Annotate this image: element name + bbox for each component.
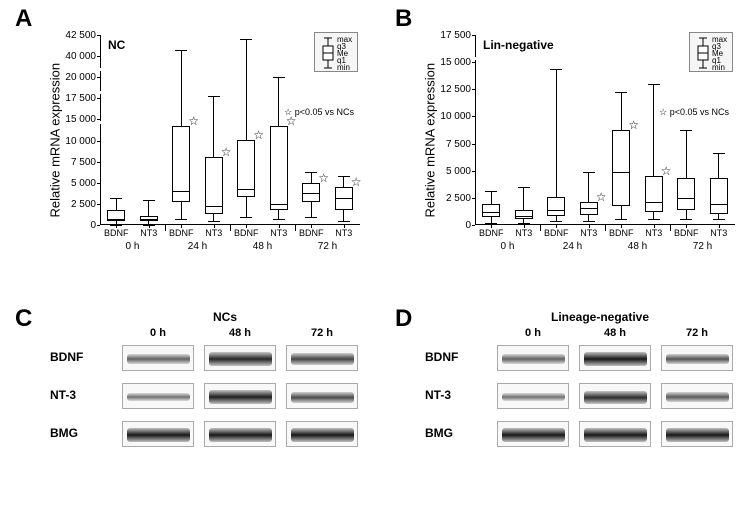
gel-row-label: BDNF xyxy=(50,350,110,364)
x-tick-label: NT3 xyxy=(702,228,736,238)
x-tick-label: BDNF xyxy=(294,228,328,238)
boxplot-legend: max q3 Me q1 min xyxy=(314,32,358,72)
boxplot-box xyxy=(270,126,288,210)
boxplot-box xyxy=(710,178,728,214)
gel-lane xyxy=(204,421,276,447)
gel-lane xyxy=(286,421,358,447)
boxplot-box xyxy=(612,130,630,206)
gel-lane xyxy=(497,345,569,371)
panel-a-label: A xyxy=(15,5,32,33)
y-tick-label: 0 xyxy=(431,220,471,231)
y-tick-label: 0 xyxy=(56,220,96,231)
x-tick-label: NT3 xyxy=(507,228,541,238)
x-tick-label: NT3 xyxy=(572,228,606,238)
x-group-label: 24 h xyxy=(553,241,593,252)
x-group-label: 0 h xyxy=(488,241,528,252)
x-group-label: 48 h xyxy=(243,241,283,252)
boxplot-box xyxy=(677,178,695,210)
significance-star: ☆ xyxy=(351,175,362,189)
x-tick-label: BDNF xyxy=(669,228,703,238)
gel-time-label: 48 h xyxy=(204,327,276,339)
chart-b-ylabel: Relative mRNA expression xyxy=(423,38,438,218)
chart-b: Lin-negative 02 5005 0007 50010 00012 50… xyxy=(435,30,735,255)
chart-b-subtitle: Lin-negative xyxy=(483,38,554,52)
gel-lane xyxy=(579,421,651,447)
gel-lane xyxy=(579,345,651,371)
panel-d-title: Lineage-negative xyxy=(520,310,680,324)
x-group-label: 72 h xyxy=(308,241,348,252)
gel-lane xyxy=(122,383,194,409)
gel-time-label: 48 h xyxy=(579,327,651,339)
x-tick-label: NT3 xyxy=(262,228,296,238)
x-tick-label: BDNF xyxy=(539,228,573,238)
gel-lane xyxy=(122,345,194,371)
panel-c-title: NCs xyxy=(150,310,300,324)
panel-d-label: D xyxy=(395,305,412,333)
gel-time-label: 0 h xyxy=(122,327,194,339)
significance-star: ☆ xyxy=(661,164,672,178)
gel-row-label: BMG xyxy=(50,426,110,440)
chart-a-ylabel: Relative mRNA expression xyxy=(48,38,63,218)
significance-star: ☆ xyxy=(221,145,232,159)
x-group-label: 72 h xyxy=(683,241,723,252)
gel-row-label: BMG xyxy=(425,426,485,440)
gel-lane xyxy=(204,383,276,409)
significance-star: ☆ xyxy=(628,118,639,132)
x-tick-label: BDNF xyxy=(604,228,638,238)
gel-lane xyxy=(579,383,651,409)
gel-row-label: NT-3 xyxy=(425,388,485,402)
x-tick-label: NT3 xyxy=(327,228,361,238)
significance-star: ☆ xyxy=(253,128,264,142)
gel-lane xyxy=(286,345,358,371)
p-note: ☆ p<0.05 vs NCs xyxy=(284,107,354,118)
gel-lane xyxy=(661,383,733,409)
x-tick-label: BDNF xyxy=(99,228,133,238)
gel-c: 0 h 48 h 72 h BDNF NT-3 BMG xyxy=(50,325,360,505)
significance-star: ☆ xyxy=(318,171,329,185)
boxplot-legend: max q3 Me q1 min xyxy=(689,32,733,72)
significance-star: ☆ xyxy=(188,114,199,128)
gel-row-label: BDNF xyxy=(425,350,485,364)
panel-c-label: C xyxy=(15,305,32,333)
boxplot-box xyxy=(645,176,663,212)
gel-d: 0 h 48 h 72 h BDNF NT-3 BMG xyxy=(425,325,735,505)
gel-lane xyxy=(286,383,358,409)
gel-lane xyxy=(661,345,733,371)
x-group-label: 24 h xyxy=(178,241,218,252)
x-tick-label: BDNF xyxy=(164,228,198,238)
panel-b-label: B xyxy=(395,5,412,33)
chart-a-subtitle: NC xyxy=(108,38,125,52)
x-tick-label: BDNF xyxy=(229,228,263,238)
gel-time-label: 72 h xyxy=(286,327,358,339)
gel-lane xyxy=(497,383,569,409)
gel-lane xyxy=(122,421,194,447)
significance-star: ☆ xyxy=(596,190,607,204)
gel-lane xyxy=(204,345,276,371)
gel-lane xyxy=(661,421,733,447)
x-group-label: 48 h xyxy=(618,241,658,252)
x-group-label: 0 h xyxy=(113,241,153,252)
x-tick-label: NT3 xyxy=(132,228,166,238)
gel-time-label: 72 h xyxy=(661,327,733,339)
gel-time-label: 0 h xyxy=(497,327,569,339)
x-tick-label: BDNF xyxy=(474,228,508,238)
chart-a: NC 02 5005 0007 50010 00015 00017 50020 … xyxy=(60,30,360,255)
x-tick-label: NT3 xyxy=(637,228,671,238)
x-tick-label: NT3 xyxy=(197,228,231,238)
p-note: ☆ p<0.05 vs NCs xyxy=(659,107,729,118)
gel-lane xyxy=(497,421,569,447)
boxplot-box xyxy=(547,197,565,216)
gel-row-label: NT-3 xyxy=(50,388,110,402)
